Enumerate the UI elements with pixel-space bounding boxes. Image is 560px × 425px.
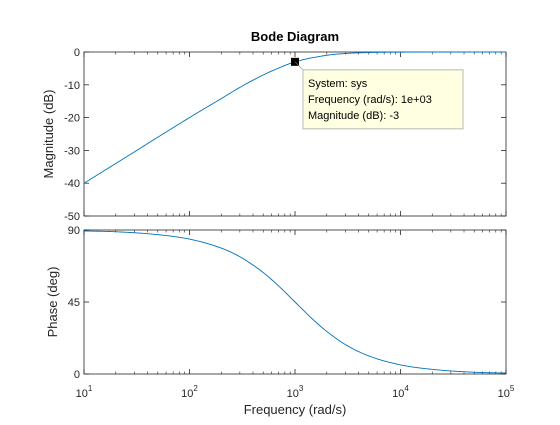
magnitude-ylabel: Magnitude (dB) [41, 90, 56, 179]
magnitude-y-tick-label: -10 [64, 80, 80, 92]
datatip-line: System: sys [308, 78, 368, 90]
magnitude-y-tick-label: -20 [64, 113, 80, 125]
chart-title: Bode Diagram [251, 29, 339, 44]
phase-y-tick-label: 45 [68, 297, 80, 309]
magnitude-y-tick-label: -40 [64, 178, 80, 190]
magnitude-y-tick-label: -50 [64, 211, 80, 223]
ticks-layer [83, 51, 507, 375]
datatip-line: Frequency (rad/s): 1e+03 [308, 94, 432, 106]
x-tick-label: 105 [498, 384, 515, 400]
phase-y-tick-label: 90 [68, 225, 80, 237]
datatip-box [302, 69, 464, 130]
phase-y-tick-label: 0 [74, 369, 80, 381]
phase-curve [83, 230, 507, 374]
x-tick-label: 101 [76, 384, 93, 400]
tick-labels-layer: -50 -40 -30 -20 -10 0 0 45 90 101 102 103 104 105 [64, 47, 515, 400]
magnitude-y-tick-label: 0 [74, 47, 80, 59]
datatip-line: Magnitude (dB): -3 [308, 110, 399, 122]
datatip[interactable]: System: sys Frequency (rad/s): 1e+03 Magni… [291, 57, 464, 130]
x-tick-label: 103 [287, 384, 304, 400]
x-tick-label: 104 [392, 384, 409, 400]
x-axis-label: Frequency (rad/s) [244, 402, 347, 417]
magnitude-y-tick-label: -30 [64, 145, 80, 157]
x-tick-label: 102 [181, 384, 198, 400]
datatip-leader [294, 61, 304, 71]
datatip-marker[interactable] [291, 57, 299, 66]
phase-ylabel: Phase (deg) [45, 267, 60, 338]
